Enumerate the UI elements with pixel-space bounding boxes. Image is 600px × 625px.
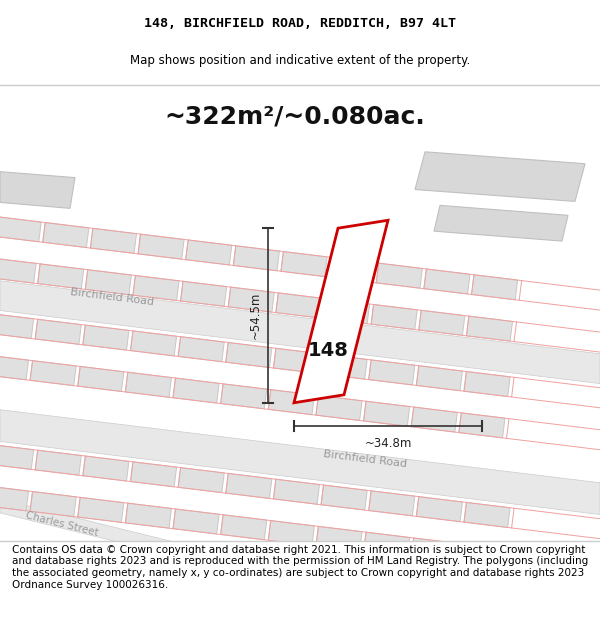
Polygon shape xyxy=(178,468,224,492)
Polygon shape xyxy=(83,325,129,350)
Text: 148, BIRCHFIELD ROAD, REDDITCH, B97 4LT: 148, BIRCHFIELD ROAD, REDDITCH, B97 4LT xyxy=(144,17,456,30)
Polygon shape xyxy=(130,462,176,487)
Polygon shape xyxy=(173,378,219,403)
Polygon shape xyxy=(125,372,172,398)
Polygon shape xyxy=(411,407,457,432)
Polygon shape xyxy=(233,246,280,271)
Polygon shape xyxy=(0,444,34,469)
Polygon shape xyxy=(181,281,227,306)
Polygon shape xyxy=(133,276,179,301)
Polygon shape xyxy=(321,354,367,379)
Polygon shape xyxy=(329,258,375,282)
Polygon shape xyxy=(221,515,267,540)
Polygon shape xyxy=(185,240,232,265)
Polygon shape xyxy=(138,234,184,259)
Polygon shape xyxy=(364,532,410,557)
Polygon shape xyxy=(43,222,89,248)
Polygon shape xyxy=(466,316,512,341)
Polygon shape xyxy=(316,396,362,421)
Polygon shape xyxy=(274,348,320,373)
Text: Contains OS data © Crown copyright and database right 2021. This information is : Contains OS data © Crown copyright and d… xyxy=(12,545,588,589)
Polygon shape xyxy=(411,538,457,563)
Text: Birchfield Road: Birchfield Road xyxy=(70,288,154,308)
Text: 148: 148 xyxy=(308,341,349,360)
Polygon shape xyxy=(78,498,124,522)
Polygon shape xyxy=(415,152,585,201)
Polygon shape xyxy=(0,314,34,339)
Polygon shape xyxy=(0,217,41,242)
Polygon shape xyxy=(316,526,362,551)
Polygon shape xyxy=(323,299,370,324)
Polygon shape xyxy=(459,413,505,438)
Polygon shape xyxy=(294,220,388,402)
Polygon shape xyxy=(35,319,82,344)
Text: Birchfield Road: Birchfield Road xyxy=(323,449,407,469)
Polygon shape xyxy=(38,264,84,289)
Polygon shape xyxy=(0,355,29,380)
Polygon shape xyxy=(424,269,470,294)
Polygon shape xyxy=(35,450,82,475)
Polygon shape xyxy=(178,337,224,362)
Polygon shape xyxy=(0,281,600,384)
Polygon shape xyxy=(321,485,367,510)
Polygon shape xyxy=(221,384,267,409)
Polygon shape xyxy=(125,503,172,528)
Text: ~322m²/~0.080ac.: ~322m²/~0.080ac. xyxy=(164,104,425,128)
Polygon shape xyxy=(464,503,510,528)
Polygon shape xyxy=(419,311,465,336)
Polygon shape xyxy=(85,270,131,295)
Polygon shape xyxy=(226,342,272,367)
Polygon shape xyxy=(268,521,314,546)
Polygon shape xyxy=(91,228,137,253)
Text: Map shows position and indicative extent of the property.: Map shows position and indicative extent… xyxy=(130,54,470,68)
Polygon shape xyxy=(83,456,129,481)
Polygon shape xyxy=(369,491,415,516)
Polygon shape xyxy=(173,509,219,534)
Polygon shape xyxy=(0,172,75,208)
Polygon shape xyxy=(434,206,568,241)
Polygon shape xyxy=(276,293,322,318)
Polygon shape xyxy=(78,366,124,391)
Text: Charles Street: Charles Street xyxy=(25,510,100,538)
Text: ~34.8m: ~34.8m xyxy=(364,438,412,451)
Text: ~54.5m: ~54.5m xyxy=(249,292,262,339)
Polygon shape xyxy=(0,410,600,514)
Polygon shape xyxy=(464,371,510,396)
Polygon shape xyxy=(268,389,314,414)
Polygon shape xyxy=(364,401,410,426)
Polygon shape xyxy=(0,258,36,283)
Polygon shape xyxy=(369,360,415,385)
Polygon shape xyxy=(416,497,463,522)
Polygon shape xyxy=(30,361,76,386)
Polygon shape xyxy=(459,544,505,569)
Polygon shape xyxy=(0,499,600,625)
Polygon shape xyxy=(226,473,272,498)
Polygon shape xyxy=(30,492,76,517)
Polygon shape xyxy=(130,331,176,356)
Polygon shape xyxy=(416,366,463,391)
Polygon shape xyxy=(281,251,327,277)
Polygon shape xyxy=(472,275,518,300)
Polygon shape xyxy=(0,486,29,511)
Polygon shape xyxy=(274,479,320,504)
Polygon shape xyxy=(376,263,422,288)
Polygon shape xyxy=(228,287,274,312)
Polygon shape xyxy=(371,304,417,329)
